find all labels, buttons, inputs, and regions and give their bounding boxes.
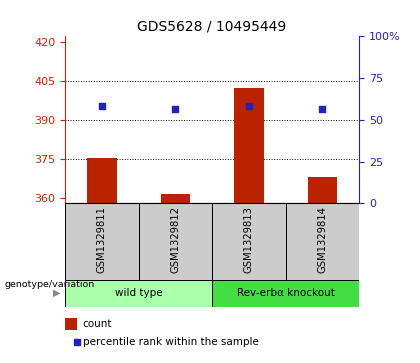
Bar: [139, 203, 212, 280]
Text: GSM1329812: GSM1329812: [171, 206, 180, 273]
Bar: [161, 194, 190, 203]
Bar: [212, 280, 359, 307]
Text: GSM1329811: GSM1329811: [97, 206, 107, 273]
Title: GDS5628 / 10495449: GDS5628 / 10495449: [137, 20, 287, 34]
Bar: [307, 177, 337, 203]
Text: percentile rank within the sample: percentile rank within the sample: [83, 337, 259, 347]
Bar: [65, 280, 212, 307]
Text: GSM1329814: GSM1329814: [318, 206, 327, 273]
Bar: [286, 203, 359, 280]
Point: [172, 106, 179, 112]
Point: [74, 339, 80, 345]
Text: GSM1329813: GSM1329813: [244, 206, 254, 273]
Text: genotype/variation: genotype/variation: [4, 281, 94, 289]
Bar: [234, 89, 264, 203]
Bar: [65, 203, 139, 280]
Point: [319, 106, 326, 112]
Text: count: count: [83, 319, 112, 329]
Bar: [212, 203, 286, 280]
Point: [245, 103, 252, 109]
Text: wild type: wild type: [115, 288, 163, 298]
Point: [98, 103, 105, 109]
Text: ▶: ▶: [53, 288, 60, 298]
Bar: [87, 158, 117, 203]
Text: Rev-erbα knockout: Rev-erbα knockout: [236, 288, 335, 298]
Bar: [65, 318, 77, 330]
